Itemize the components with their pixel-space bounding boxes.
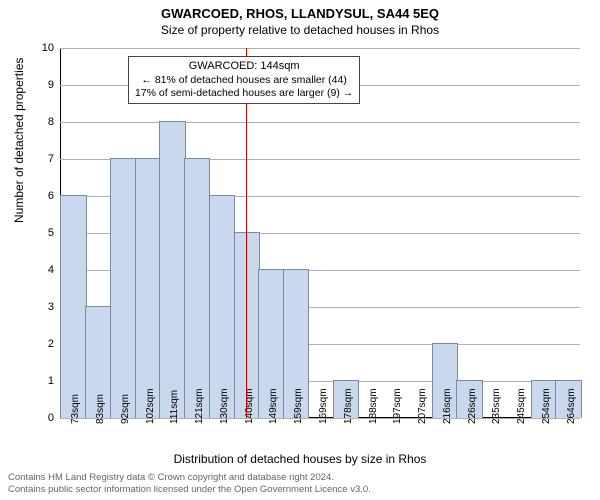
annotation-line2: 17% of semi-detached houses are larger (… <box>135 87 353 100</box>
chart-title-main: GWARCOED, RHOS, LLANDYSUL, SA44 5EQ <box>0 6 600 23</box>
y-tick-label: 5 <box>48 227 54 239</box>
x-tick-label: 169sqm <box>318 388 329 424</box>
y-tick-label: 0 <box>48 412 54 424</box>
y-tick-label: 2 <box>48 338 54 350</box>
x-tick-label: 111sqm <box>169 390 180 424</box>
gridline <box>60 122 580 123</box>
x-tick-label: 83sqm <box>95 394 106 424</box>
x-tick-label: 159sqm <box>293 388 304 424</box>
y-tick-label: 6 <box>48 190 54 202</box>
gridline <box>60 48 580 49</box>
annotation-title: GWARCOED: 144sqm <box>135 60 353 74</box>
plot-area: 01234567891073sqm83sqm92sqm102sqm111sqm1… <box>60 48 580 418</box>
histogram-bar <box>110 158 136 418</box>
x-tick-label: 207sqm <box>417 388 428 424</box>
annotation-line1: ← 81% of detached houses are smaller (44… <box>135 74 353 87</box>
x-tick-label: 254sqm <box>541 388 552 424</box>
x-tick-label: 188sqm <box>368 388 379 424</box>
x-tick-label: 235sqm <box>491 388 502 424</box>
histogram-bar <box>159 121 185 418</box>
x-tick-label: 216sqm <box>442 388 453 424</box>
x-tick-label: 197sqm <box>392 388 403 424</box>
x-axis-title: Distribution of detached houses by size … <box>0 452 600 466</box>
histogram-bar <box>60 195 86 418</box>
x-tick-label: 264sqm <box>566 388 577 424</box>
y-tick-label: 8 <box>48 116 54 128</box>
y-axis-title: Number of detached properties <box>12 58 26 223</box>
y-tick-label: 1 <box>48 375 54 387</box>
y-tick-label: 4 <box>48 264 54 276</box>
histogram-bar <box>135 158 161 418</box>
y-tick-label: 3 <box>48 301 54 313</box>
x-tick-label: 73sqm <box>70 394 81 424</box>
footer-line1: Contains HM Land Registry data © Crown c… <box>8 472 371 484</box>
y-tick-label: 7 <box>48 153 54 165</box>
y-tick-label: 9 <box>48 79 54 91</box>
x-tick-label: 245sqm <box>516 388 527 424</box>
x-tick-label: 226sqm <box>467 388 478 424</box>
x-tick-label: 178sqm <box>343 388 354 424</box>
x-tick-label: 102sqm <box>145 388 156 424</box>
footer-attribution: Contains HM Land Registry data © Crown c… <box>8 472 371 496</box>
histogram-bar <box>184 158 210 418</box>
footer-line2: Contains public sector information licen… <box>8 484 371 496</box>
y-tick-label: 10 <box>42 42 54 54</box>
x-tick-label: 130sqm <box>219 388 230 424</box>
annotation-box: GWARCOED: 144sqm← 81% of detached houses… <box>128 56 360 104</box>
x-tick-label: 121sqm <box>194 388 205 424</box>
x-tick-label: 92sqm <box>120 394 131 424</box>
chart-title-sub: Size of property relative to detached ho… <box>0 23 600 39</box>
x-tick-label: 149sqm <box>268 388 279 424</box>
histogram-bar <box>209 195 235 418</box>
